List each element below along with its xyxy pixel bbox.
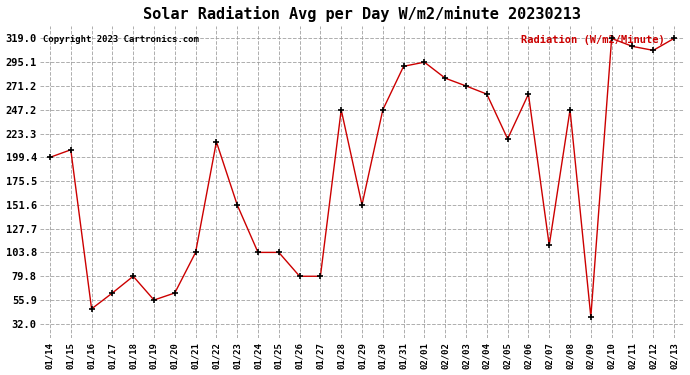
Text: Copyright 2023 Cartronics.com: Copyright 2023 Cartronics.com <box>43 35 199 44</box>
Title: Solar Radiation Avg per Day W/m2/minute 20230213: Solar Radiation Avg per Day W/m2/minute … <box>143 6 581 21</box>
Text: Radiation (W/m2/Minute): Radiation (W/m2/Minute) <box>522 35 665 45</box>
